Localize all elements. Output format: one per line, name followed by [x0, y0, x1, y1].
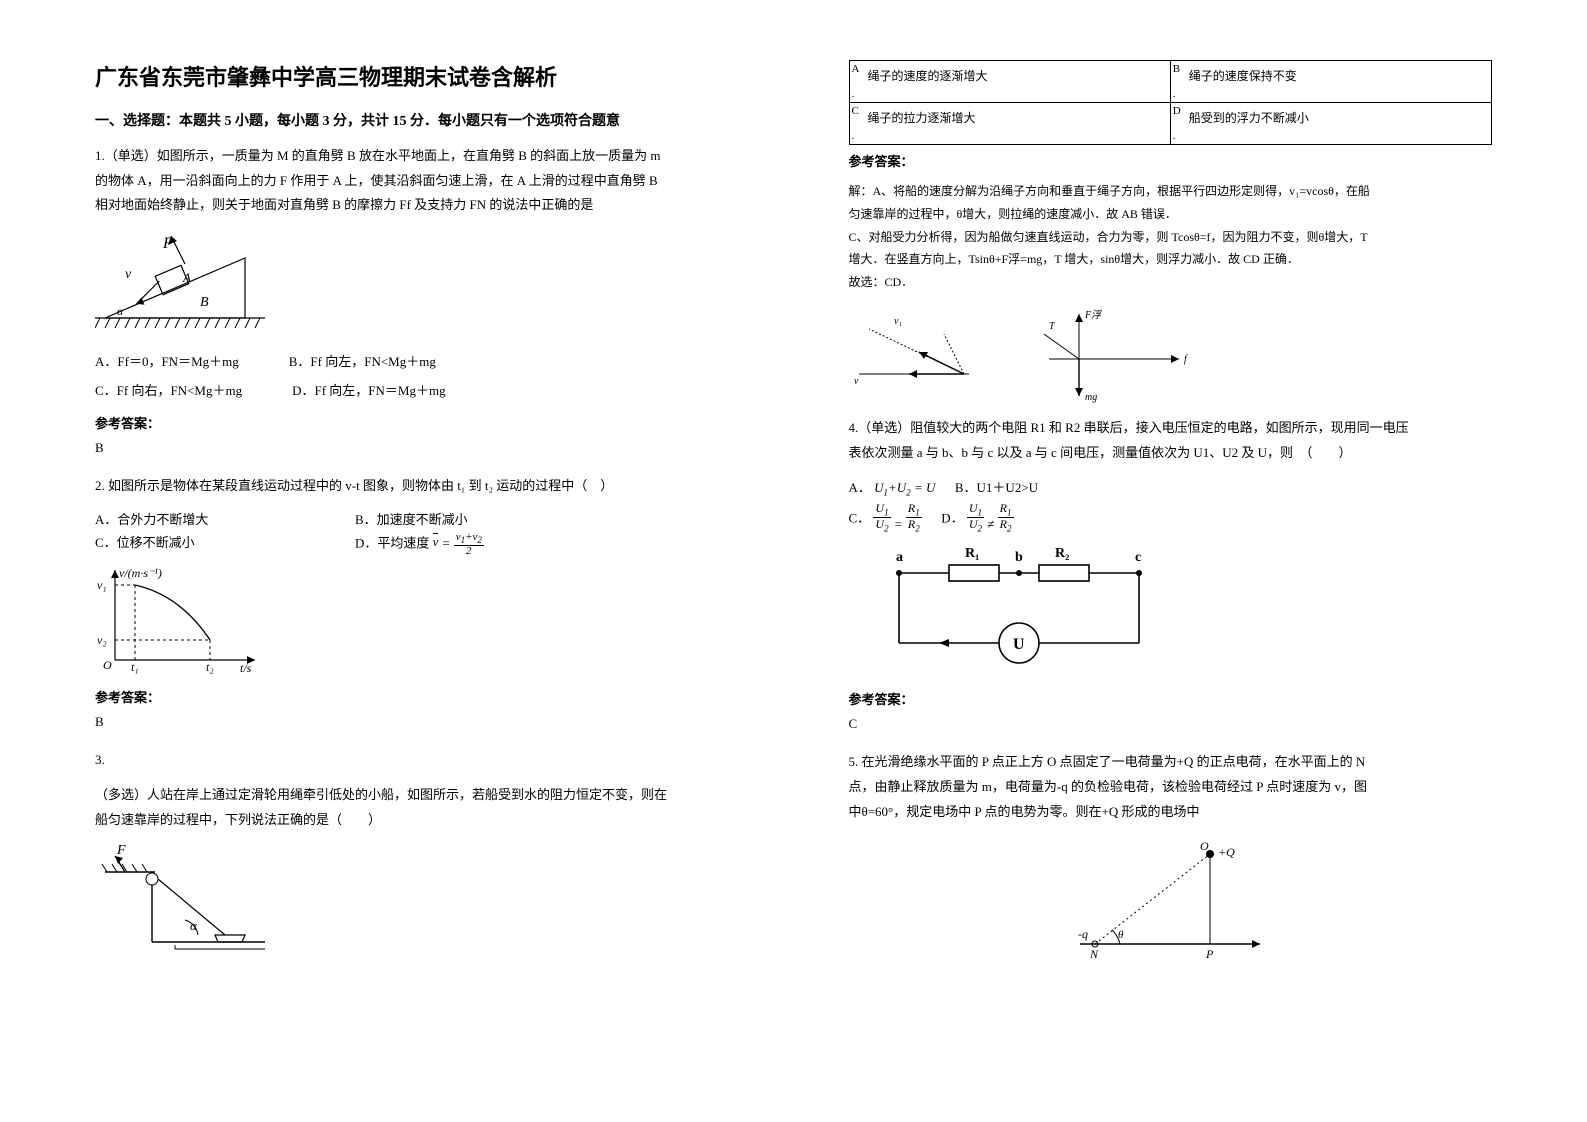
q4-options: A． U1+U2 = U B．U1＋U2>U C． U1 U2 = R1 R2 …: [849, 475, 1493, 537]
q2-answer: B: [95, 714, 739, 730]
u-label: U: [1013, 636, 1025, 653]
svg-text:mg: mg: [1085, 392, 1097, 403]
q3-diagram: F α: [95, 842, 739, 971]
q4-opt-b: B．U1＋U2>U: [955, 480, 1038, 495]
q3-cell-d: 船受到的浮力不断减小: [1189, 111, 1309, 125]
q4-stem-2: 表依次测量 a 与 b、b 与 c 以及 a 与 c 间电压，测量值依次为 U1…: [849, 441, 1493, 466]
svg-text:t/s: t/s: [240, 661, 252, 675]
q2-diagram: v₁ v₂ O t₁ t₂ t/s v/(m·s⁻¹): [95, 565, 739, 679]
svg-text:t₂: t₂: [206, 660, 214, 674]
q4-a-label: A．: [849, 480, 871, 495]
node-a: a: [896, 550, 903, 565]
q3-stem-1: （多选）人站在岸上通过定滑轮用绳牵引低处的小船，如图所示，若船受到水的阻力恒定不…: [95, 783, 739, 808]
svg-text:f: f: [1184, 354, 1188, 365]
q3-solution: 解：A、将船的速度分解为沿绳子方向和垂直于绳子方向，根据平行四边形定则得，v₁=…: [849, 180, 1493, 294]
q1-stem-1: 1.（单选）如图所示，一质量为 M 的直角劈 B 放在水平地面上，在直角劈 B …: [95, 144, 739, 169]
svg-text:α: α: [117, 304, 124, 318]
q1-opt-a: A．Ff＝0，FN＝Mg＋mg: [95, 350, 239, 375]
svg-text:A: A: [182, 270, 191, 285]
answer-label: 参考答案：: [95, 413, 739, 432]
question-1: 1.（单选）如图所示，一质量为 M 的直角劈 B 放在水平地面上，在直角劈 B …: [95, 144, 739, 218]
question-4: 4.（单选）阻值较大的两个电阻 R1 和 R2 串联后，接入电压恒定的电路，如图…: [849, 416, 1493, 465]
left-column: 广东省东莞市肇彝中学高三物理期末试卷含解析 一、选择题：本题共 5 小题，每小题…: [0, 0, 794, 1122]
q3-cell-a: 绳子的速度的逐渐增大: [868, 69, 988, 83]
q4-answer: C: [849, 716, 1493, 732]
q5-diagram: +Q O -q N P θ: [849, 834, 1493, 968]
q4-circuit-diagram: a R₁ b R₂ c U: [879, 543, 1159, 677]
q1-diagram: F v A B α: [95, 228, 739, 342]
q4-stem-1: 4.（单选）阻值较大的两个电阻 R1 和 R2 串联后，接入电压恒定的电路，如图…: [849, 416, 1493, 441]
q5-stem-3: 中θ=60°，规定电场中 P 点的电势为零。则在+Q 形成的电场中: [849, 800, 1493, 825]
q1-opt-d: D．Ff 向左，FN＝Mg＋mg: [292, 379, 446, 404]
svg-text:v₁: v₁: [97, 578, 107, 592]
svg-text:F浮: F浮: [1084, 309, 1103, 321]
answer-label-3: 参考答案：: [849, 151, 1493, 170]
q2-row2: C．位移不断减小 D．平均速度 v = v1+v2 2: [95, 532, 739, 557]
svg-text:v₂: v₂: [97, 633, 107, 647]
q3-option-table: A. 绳子的速度的逐渐增大 B. 绳子的速度保持不变 C. 绳子的拉力逐渐增大 …: [849, 60, 1493, 145]
q2-stem: 2. 如图所示是物体在某段直线运动过程中的 v-t 图象，则物体由 t₁ 到 t…: [95, 474, 739, 499]
q2-opt-b: B．加速度不断减小: [355, 509, 468, 528]
q3-stem-2: 船匀速靠岸的过程中，下列说法正确的是（ ）: [95, 808, 739, 833]
svg-text:+Q: +Q: [1218, 845, 1235, 859]
question-3: （多选）人站在岸上通过定滑轮用绳牵引低处的小船，如图所示，若船受到水的阻力恒定不…: [95, 783, 739, 832]
svg-text:v: v: [125, 267, 132, 282]
q5-stem-1: 5. 在光滑绝缘水平面的 P 点正上方 O 点固定了一电荷量为+Q 的正点电荷，…: [849, 750, 1493, 775]
q3-cell-b: 绳子的速度保持不变: [1189, 69, 1297, 83]
svg-text:O: O: [103, 658, 112, 672]
answer-label-4: 参考答案：: [849, 689, 1493, 708]
q4-d-label: D．: [941, 511, 963, 526]
svg-text:B: B: [200, 295, 209, 310]
r2-label: R₂: [1055, 546, 1069, 561]
q1-stem-2: 的物体 A，用一沿斜面向上的力 F 作用于 A 上，使其沿斜面匀速上滑，在 A …: [95, 169, 739, 194]
svg-text:-q: -q: [1078, 927, 1088, 941]
svg-text:T: T: [1049, 321, 1056, 332]
svg-text:O: O: [1200, 839, 1209, 853]
sol-l5: 故选：CD．: [849, 271, 1493, 294]
svg-text:F: F: [116, 843, 126, 858]
sol-l4: 增大．在竖直方向上，Tsinθ+F浮=mg，T 增大，sinθ增大，则浮力减小．…: [849, 248, 1493, 271]
sol-l1: 解：A、将船的速度分解为沿绳子方向和垂直于绳子方向，根据平行四边形定则得，v₁=…: [849, 180, 1493, 203]
q1-opt-c: C．Ff 向右，FN<Mg＋mg: [95, 379, 242, 404]
q1-options: A．Ff＝0，FN＝Mg＋mg B．Ff 向左，FN<Mg＋mg C．Ff 向右…: [95, 350, 739, 403]
q3-cell-c: 绳子的拉力逐渐增大: [868, 111, 976, 125]
q3-force-diagrams: v₁ v f F浮 T mg: [849, 304, 1493, 408]
svg-text:v/(m·s⁻¹): v/(m·s⁻¹): [119, 566, 162, 580]
q2-opt-c: C．位移不断减小: [95, 532, 305, 557]
q4-c-label: C．: [849, 511, 871, 526]
answer-label-2: 参考答案：: [95, 687, 739, 706]
q2-opt-a: A．合外力不断增大: [95, 509, 305, 528]
q2-opt-d: D．平均速度 v = v1+v2 2: [355, 532, 484, 557]
r1-label: R₁: [965, 546, 979, 561]
q2-row1: A．合外力不断增大 B．加速度不断减小: [95, 509, 739, 528]
question-5: 5. 在光滑绝缘水平面的 P 点正上方 O 点固定了一电荷量为+Q 的正点电荷，…: [849, 750, 1493, 824]
right-column: A. 绳子的速度的逐渐增大 B. 绳子的速度保持不变 C. 绳子的拉力逐渐增大 …: [794, 0, 1587, 1122]
svg-text:v: v: [854, 376, 859, 387]
svg-text:v₁: v₁: [894, 316, 902, 327]
q5-stem-2: 点，由静止释放质量为 m，电荷量为-q 的负检验电荷，该检验电荷经过 P 点时速…: [849, 775, 1493, 800]
node-c: c: [1135, 550, 1141, 565]
sol-l2: 匀速靠岸的过程中，θ增大，则拉绳的速度减小．故 AB 错误．: [849, 203, 1493, 226]
question-2: 2. 如图所示是物体在某段直线运动过程中的 v-t 图象，则物体由 t₁ 到 t…: [95, 474, 739, 499]
section-heading: 一、选择题：本题共 5 小题，每小题 3 分，共计 15 分．每小题只有一个选项…: [95, 110, 739, 130]
svg-text:N: N: [1089, 947, 1099, 961]
svg-text:θ: θ: [1118, 929, 1124, 941]
q1-stem-3: 相对地面始终静止，则关于地面对直角劈 B 的摩擦力 Ff 及支持力 FN 的说法…: [95, 193, 739, 218]
q1-answer: B: [95, 440, 739, 456]
question-3-num: 3.: [95, 748, 739, 773]
page-title: 广东省东莞市肇彝中学高三物理期末试卷含解析: [95, 60, 739, 92]
svg-text:P: P: [1205, 947, 1214, 961]
node-b: b: [1015, 550, 1023, 565]
q1-opt-b: B．Ff 向左，FN<Mg＋mg: [289, 350, 436, 375]
sol-l3: C、对船受力分析得，因为船做匀速直线运动，合力为零，则 Tcosθ=f，因为阻力…: [849, 226, 1493, 249]
svg-text:t₁: t₁: [131, 660, 139, 674]
